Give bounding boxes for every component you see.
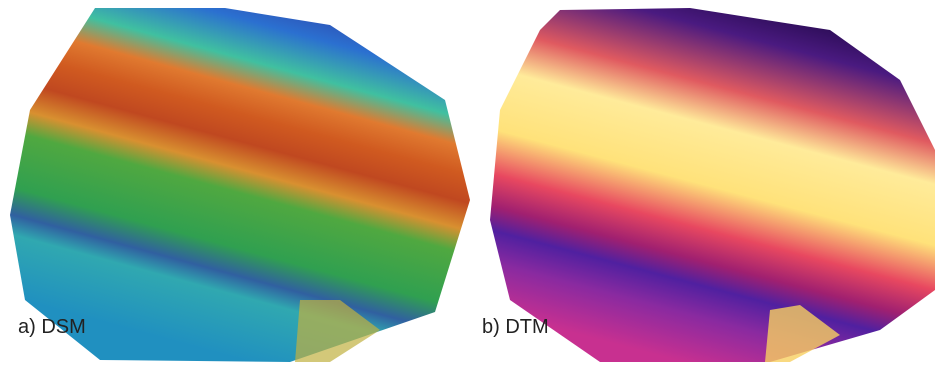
dtm-image	[490, 8, 935, 362]
panel-label: b) DTM	[482, 316, 549, 338]
dsm-image	[10, 8, 470, 362]
figure: a) DSM b) DTM	[0, 0, 940, 368]
panel-label: a) DSM	[18, 316, 86, 338]
